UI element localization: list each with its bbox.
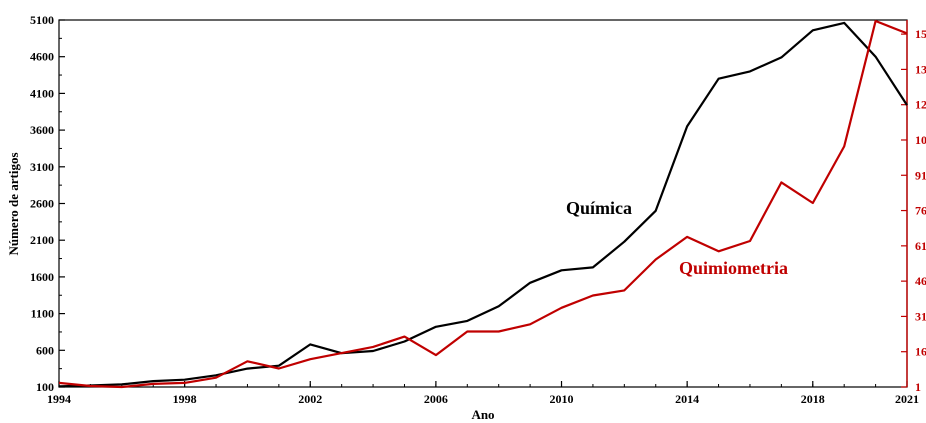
x-tick-label: 2021 [895,392,919,406]
x-tick-label: 2002 [298,392,322,406]
y-left-tick-label: 2100 [30,233,54,247]
annotation-quimiometria: Quimiometria [679,258,788,278]
x-axis-title: Ano [471,407,494,422]
y-right-tick-label: 10 [915,133,926,147]
series-lines [58,19,908,389]
x-tick-label: 2006 [424,392,448,406]
x-tick-label: 2018 [801,392,825,406]
series-line-qumica [58,21,908,388]
y-left-tick-label: 1600 [30,270,54,284]
y-right-tick-label: 15 [915,27,926,41]
y-right-tick-labels: 1 16 31 46 61 76 91 10 12 13 15 [915,27,926,394]
x-tick-label: 2010 [550,392,574,406]
y-left-tick-label: 4600 [30,50,54,64]
y-right-tick-label: 12 [915,98,926,112]
y-left-tick-label: 1100 [31,307,54,321]
x-tick-label: 1998 [173,392,197,406]
y-right-tick-label: 1 [915,380,921,394]
y-left-tick-labels: 100 600 1100 1600 2100 2600 3100 3600 4100 4600 51… [30,13,54,394]
y-right-tick-label: 13 [915,62,926,76]
y-left-tick-label: 3100 [30,160,54,174]
x-tick-label: 2014 [675,392,699,406]
y-right-tick-label: 16 [915,345,926,359]
y-left-tick-label: 100 [36,380,54,394]
y-left-tick-label: 2600 [30,197,54,211]
y-left-tick-label: 4100 [30,86,54,100]
y-right-tick-label: 61 [915,239,926,253]
series-line-quimiometria [58,19,908,389]
y-right-tick-label: 31 [915,309,926,323]
y-right-tick-label: 76 [915,204,926,218]
y-left-tick-label: 600 [36,343,54,357]
y-left-tick-label: 3600 [30,123,54,137]
y-left-tick-label: 5100 [30,13,54,27]
x-tick-labels: 1994 1998 2002 2006 2010 2014 2018 2021 [47,392,919,406]
y-axis-title: Número de artigos [6,152,21,255]
y-right-tick-label: 46 [915,274,926,288]
x-tick-label: 1994 [47,392,71,406]
annotation-quimica: Química [566,198,632,218]
y-right-tick-label: 91 [915,168,926,182]
